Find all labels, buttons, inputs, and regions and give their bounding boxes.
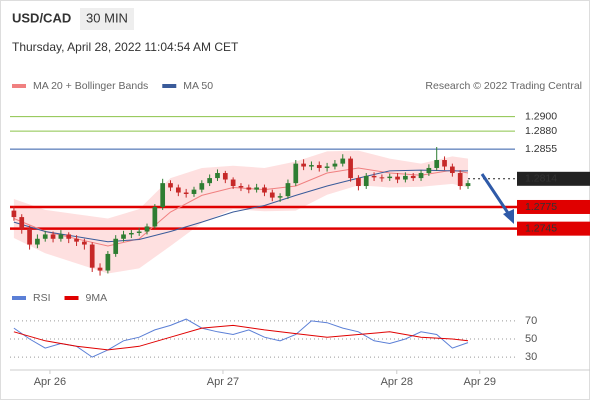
candle-body <box>160 183 166 207</box>
candle-body <box>121 234 126 239</box>
candle-body <box>152 206 158 227</box>
indicator-line <box>13 318 469 358</box>
candle-body <box>363 175 369 187</box>
candle-body <box>230 179 236 187</box>
level-label: 1.2745 <box>525 222 557 234</box>
legend-swatch <box>64 296 79 300</box>
candle-body <box>144 226 150 232</box>
level-label: 1.2855 <box>525 143 557 155</box>
legend-swatch <box>12 84 26 88</box>
candle-body <box>371 175 377 178</box>
candle-body <box>191 189 197 194</box>
legend-label: MA 50 <box>183 80 213 92</box>
candle-body <box>97 267 103 271</box>
y-tick-label: 30 <box>525 351 537 363</box>
candle-body <box>450 166 455 174</box>
candle-body <box>332 163 338 167</box>
candle-body <box>426 167 432 174</box>
candle-body <box>324 166 330 168</box>
legend-label: RSI <box>33 292 51 304</box>
candle-body <box>379 177 385 179</box>
x-tick-label: Apr 29 <box>464 376 496 388</box>
candle-body <box>27 228 32 245</box>
candle-body <box>262 187 267 193</box>
forecast-arrowhead <box>503 209 514 224</box>
candle-body <box>309 165 314 167</box>
level-label-box <box>517 221 590 236</box>
candle-body <box>183 192 189 194</box>
candle-body <box>442 160 447 167</box>
candle-body <box>89 244 95 268</box>
candle-body <box>269 192 275 198</box>
level-label-box <box>517 199 590 214</box>
candle-body <box>418 173 424 179</box>
level-label: 1.2814 <box>525 173 557 185</box>
legend-label: 9MA <box>86 292 108 304</box>
candle-body <box>238 186 244 188</box>
legend-label: MA 20 + Bollinger Bands <box>33 80 148 92</box>
candle-body <box>254 187 259 190</box>
candle-body <box>387 176 393 179</box>
source: Research © 2022 Trading Central <box>425 80 582 92</box>
candle-body <box>215 173 220 179</box>
candle-body <box>74 238 79 242</box>
level-label: 1.2880 <box>525 125 557 137</box>
candle-body <box>340 158 346 164</box>
candle-body <box>50 234 56 239</box>
legend-swatch <box>12 296 26 300</box>
level-label-box <box>517 171 590 186</box>
candle-body <box>222 173 228 180</box>
candle-body <box>35 238 40 245</box>
timeframe: 30 MIN <box>86 10 128 25</box>
forecast-arrow <box>480 173 512 217</box>
timeframe-box <box>80 8 134 30</box>
candle-body <box>403 175 408 180</box>
candle-body <box>82 241 87 245</box>
candle-body <box>285 183 291 197</box>
bollinger-band <box>13 150 469 274</box>
candle-body <box>395 176 400 180</box>
ma-line <box>13 169 468 243</box>
x-tick-label: Apr 27 <box>207 376 239 388</box>
candle-body <box>434 160 440 168</box>
legend-swatch <box>162 84 177 88</box>
chart-title: USD/CAD <box>12 10 71 25</box>
y-tick-label: 70 <box>525 315 537 327</box>
indicator-line <box>13 324 469 351</box>
candle-body <box>410 175 416 179</box>
candle-body <box>175 187 181 193</box>
candle-body <box>457 173 463 187</box>
candle-body <box>105 253 111 271</box>
candle-body <box>356 178 361 187</box>
candle-body <box>58 234 64 239</box>
candle-body <box>316 165 322 168</box>
candle-body <box>465 183 471 187</box>
candle-body <box>207 178 212 184</box>
candle-body <box>129 232 134 235</box>
candle-body <box>301 163 306 167</box>
x-tick-label: Apr 28 <box>381 376 413 388</box>
level-label: 1.2900 <box>525 110 557 122</box>
candle-body <box>293 163 299 184</box>
level-label: 1.2775 <box>525 201 557 213</box>
candle-body <box>277 196 283 198</box>
candle-body <box>42 234 48 239</box>
candle-body <box>11 210 17 218</box>
candle-body <box>168 183 173 188</box>
candle-body <box>113 238 119 254</box>
candle-body <box>246 187 252 190</box>
candle-body <box>66 234 72 239</box>
candle-body <box>136 231 142 233</box>
candle-body <box>19 217 25 229</box>
y-tick-label: 50 <box>525 333 537 345</box>
candle-body <box>199 183 205 190</box>
subtitle: Thursday, April 28, 2022 11:04:54 AM CET <box>12 40 239 54</box>
x-tick-label: Apr 26 <box>34 376 66 388</box>
candle-body <box>348 158 353 179</box>
